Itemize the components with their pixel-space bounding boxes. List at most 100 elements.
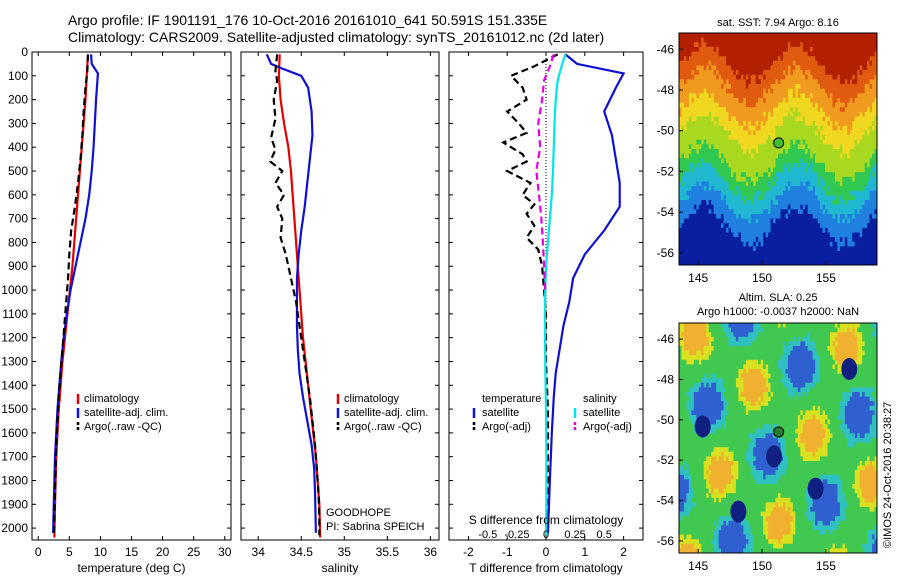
map-cell xyxy=(740,255,744,261)
map-cell xyxy=(711,51,715,57)
map-cell xyxy=(683,60,687,66)
map-cell xyxy=(820,84,824,90)
map-cell xyxy=(847,237,851,243)
map-cell xyxy=(750,121,754,127)
map-cell xyxy=(693,186,697,192)
map-cell xyxy=(797,359,801,365)
map-cell xyxy=(829,255,833,261)
map-cell xyxy=(842,223,846,229)
map-cell xyxy=(726,84,729,90)
map-cell xyxy=(721,346,725,352)
map-cell xyxy=(834,209,838,215)
map-cell xyxy=(775,251,779,257)
map-cell xyxy=(703,209,707,215)
map-cell xyxy=(854,56,858,62)
map-cell xyxy=(773,153,777,159)
map-cell xyxy=(679,135,682,141)
map-cell xyxy=(829,190,833,196)
map-cell xyxy=(874,223,878,229)
map-cell xyxy=(825,88,828,94)
map-cell xyxy=(765,74,769,80)
map-cell xyxy=(800,355,804,361)
map-cell xyxy=(849,60,853,66)
map-cell xyxy=(738,255,742,261)
map-cell xyxy=(869,33,873,39)
map-cell xyxy=(693,255,697,261)
map-cell xyxy=(795,260,799,266)
map-cell xyxy=(849,200,853,206)
map-cell xyxy=(693,323,697,329)
map-cell xyxy=(797,260,801,266)
map-cell xyxy=(795,181,799,187)
map-cell xyxy=(718,232,722,238)
map-cell xyxy=(726,46,729,53)
map-cell xyxy=(874,246,878,252)
map-cell xyxy=(827,37,831,43)
map-cell xyxy=(829,167,833,173)
map-cell xyxy=(733,172,737,178)
map-cell xyxy=(753,135,757,141)
map-cell xyxy=(792,232,796,238)
map-cell xyxy=(775,97,779,104)
map-cell xyxy=(718,346,722,352)
map-cell xyxy=(723,37,727,43)
map-cell xyxy=(847,223,851,229)
map-cell xyxy=(755,79,759,85)
map-cell xyxy=(854,135,858,141)
map-cell xyxy=(698,186,702,192)
map-cell xyxy=(768,42,772,48)
map-cell xyxy=(706,149,710,155)
map-cell xyxy=(703,79,707,85)
map-cell xyxy=(703,130,707,136)
map-cell xyxy=(703,42,707,48)
map-cell xyxy=(857,111,861,118)
map-cell xyxy=(792,237,796,243)
map-cell xyxy=(874,341,878,347)
map-cell xyxy=(837,323,841,329)
map-cell xyxy=(691,364,695,370)
map-cell xyxy=(862,218,866,224)
map-cell xyxy=(869,167,873,173)
map-cell xyxy=(849,172,853,178)
map-cell xyxy=(844,176,848,182)
map-cell xyxy=(723,359,727,365)
map-cell xyxy=(755,232,759,238)
map-cell xyxy=(763,332,767,338)
map-cell xyxy=(743,74,747,80)
map-cell xyxy=(755,167,759,173)
map-cell xyxy=(743,209,747,215)
map-cell xyxy=(859,195,863,201)
map-cell xyxy=(780,232,784,238)
map-cell xyxy=(847,74,851,80)
map-cell xyxy=(797,162,801,169)
map-cell xyxy=(755,181,759,187)
map-cell xyxy=(708,336,712,342)
map-cell xyxy=(693,172,697,178)
map-cell xyxy=(745,246,749,252)
map-cell xyxy=(837,255,841,261)
map-cell xyxy=(782,227,786,234)
map-cell xyxy=(820,162,824,169)
map-cell xyxy=(782,125,786,131)
map-cell xyxy=(738,336,742,342)
map-cell xyxy=(683,336,687,342)
map-cell xyxy=(713,102,717,108)
map-cell xyxy=(750,37,754,43)
map-cell xyxy=(827,209,831,215)
secondary-tick-label: -0.25 xyxy=(504,529,529,541)
map-cell xyxy=(820,51,824,57)
map-cell xyxy=(832,144,836,150)
map-cell xyxy=(765,246,769,252)
map-cell xyxy=(706,190,710,196)
map-cell xyxy=(820,125,824,131)
map-cell xyxy=(778,227,781,234)
map-cell xyxy=(852,37,856,43)
map-cell xyxy=(775,359,779,365)
map-cell xyxy=(834,172,838,178)
map-cell xyxy=(792,260,796,266)
map-cell xyxy=(832,88,836,94)
map-cell xyxy=(859,70,863,76)
map-cell xyxy=(839,162,843,169)
map-cell xyxy=(696,241,700,247)
map-cell xyxy=(760,355,764,361)
